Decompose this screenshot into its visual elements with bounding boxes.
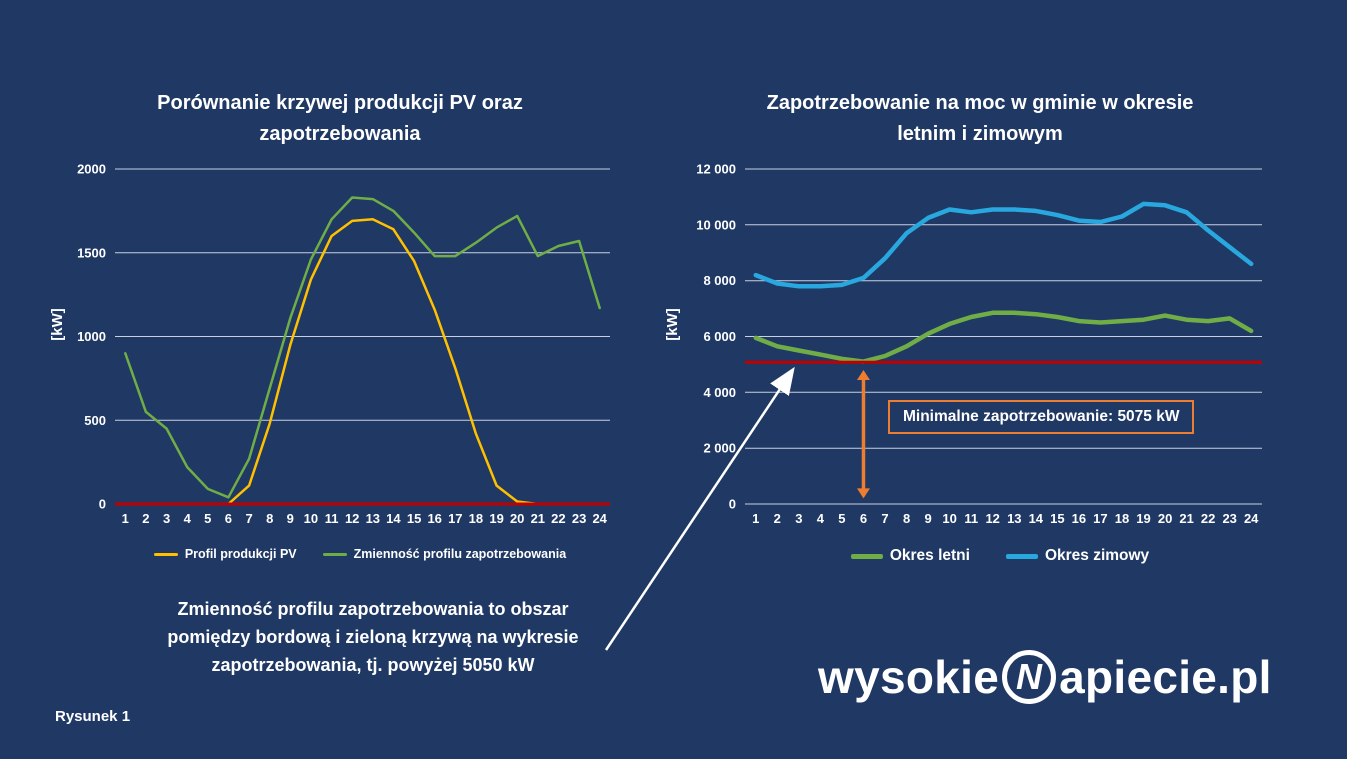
svg-text:8 000: 8 000 [703, 273, 736, 288]
right-chart-y-axis-label: [kW] [663, 308, 681, 341]
svg-text:16: 16 [1072, 511, 1086, 526]
svg-text:23: 23 [572, 511, 586, 526]
svg-text:1: 1 [122, 511, 129, 526]
svg-text:12 000: 12 000 [696, 162, 736, 177]
svg-text:4: 4 [817, 511, 825, 526]
legend-item-winter: Okres zimowy [1005, 547, 1150, 565]
right-chart-title: Zapotrzebowanie na moc w gminie w okresi… [766, 92, 1194, 145]
svg-text:6 000: 6 000 [703, 329, 736, 344]
logo-text-prefix: wysokie [818, 651, 1000, 703]
winter-line-swatch-icon [1005, 553, 1038, 559]
svg-text:14: 14 [1029, 511, 1044, 526]
svg-text:21: 21 [531, 511, 545, 526]
logo-n-letter: N [1015, 656, 1043, 697]
svg-text:1: 1 [752, 511, 759, 526]
svg-text:500: 500 [84, 413, 106, 428]
svg-text:1500: 1500 [77, 245, 106, 260]
wysokienapiecie-logo: wysokie N apiecie.pl [818, 650, 1272, 704]
svg-text:0: 0 [729, 497, 736, 512]
left-chart-legend: Profil produkcji PV Zmienność profilu za… [55, 547, 625, 561]
svg-text:20: 20 [1158, 511, 1172, 526]
svg-text:22: 22 [551, 511, 565, 526]
svg-text:18: 18 [1115, 511, 1129, 526]
svg-text:0: 0 [99, 497, 106, 512]
logo-n-circle-icon: N [1002, 650, 1057, 704]
svg-text:12: 12 [345, 511, 359, 526]
svg-text:2 000: 2 000 [703, 441, 736, 456]
right-chart-legend: Okres letni Okres zimowy [690, 547, 1270, 565]
svg-text:5: 5 [838, 511, 845, 526]
svg-text:8: 8 [903, 511, 910, 526]
legend-label-demand-variability: Zmienność profilu zapotrzebowania [353, 547, 567, 561]
left-chart-y-axis-label: [kW] [48, 308, 66, 341]
svg-text:13: 13 [1007, 511, 1021, 526]
right-chart-panel: Zapotrzebowanie na moc w gminie w okresi… [664, 88, 1270, 565]
svg-text:5: 5 [204, 511, 211, 526]
svg-text:21: 21 [1179, 511, 1193, 526]
svg-text:6: 6 [860, 511, 867, 526]
svg-text:16: 16 [427, 511, 441, 526]
svg-text:17: 17 [448, 511, 462, 526]
svg-text:22: 22 [1201, 511, 1215, 526]
demand-line-swatch-icon [322, 552, 347, 556]
svg-text:2: 2 [142, 511, 149, 526]
svg-text:18: 18 [469, 511, 483, 526]
explanatory-note: Zmienność profilu zapotrzebowania to obs… [167, 599, 579, 675]
svg-text:6: 6 [225, 511, 232, 526]
svg-text:9: 9 [287, 511, 294, 526]
svg-text:10 000: 10 000 [696, 217, 736, 232]
svg-text:14: 14 [386, 511, 401, 526]
svg-text:7: 7 [245, 511, 252, 526]
svg-text:4 000: 4 000 [703, 385, 736, 400]
svg-text:19: 19 [489, 511, 503, 526]
summer-line-swatch-icon [850, 553, 883, 559]
logo-text-suffix: apiecie.pl [1059, 651, 1272, 703]
legend-item-demand-variability: Zmienność profilu zapotrzebowania [322, 547, 567, 561]
left-chart-panel: Porównanie krzywej produkcji PV oraz zap… [49, 88, 625, 561]
svg-text:8: 8 [266, 511, 273, 526]
legend-item-pv-production: Profil produkcji PV [153, 547, 297, 561]
svg-text:24: 24 [1244, 511, 1259, 526]
svg-text:23: 23 [1222, 511, 1236, 526]
legend-label-pv-production: Profil produkcji PV [184, 547, 297, 561]
svg-text:3: 3 [795, 511, 802, 526]
legend-label-winter: Okres zimowy [1044, 547, 1150, 564]
svg-text:19: 19 [1136, 511, 1150, 526]
svg-text:3: 3 [163, 511, 170, 526]
svg-text:10: 10 [942, 511, 956, 526]
svg-text:13: 13 [366, 511, 380, 526]
svg-text:9: 9 [924, 511, 931, 526]
left-chart-title: Porównanie krzywej produkcji PV oraz zap… [157, 92, 523, 145]
svg-text:1000: 1000 [77, 329, 106, 344]
svg-text:11: 11 [325, 511, 339, 526]
svg-text:2000: 2000 [77, 162, 106, 177]
svg-text:15: 15 [1050, 511, 1064, 526]
svg-text:11: 11 [964, 511, 978, 526]
svg-text:2: 2 [774, 511, 781, 526]
figure-label: Rysunek 1 [55, 708, 131, 725]
svg-text:15: 15 [407, 511, 421, 526]
svg-text:12: 12 [985, 511, 999, 526]
svg-text:17: 17 [1093, 511, 1107, 526]
legend-item-summer: Okres letni [850, 547, 970, 565]
svg-text:7: 7 [881, 511, 888, 526]
svg-text:10: 10 [304, 511, 318, 526]
svg-text:20: 20 [510, 511, 524, 526]
min-demand-callout: Minimalne zapotrzebowanie: 5075 kW [888, 400, 1195, 434]
svg-text:4: 4 [184, 511, 192, 526]
svg-text:24: 24 [592, 511, 607, 526]
legend-label-summer: Okres letni [889, 547, 970, 564]
pv-line-swatch-icon [153, 552, 178, 556]
